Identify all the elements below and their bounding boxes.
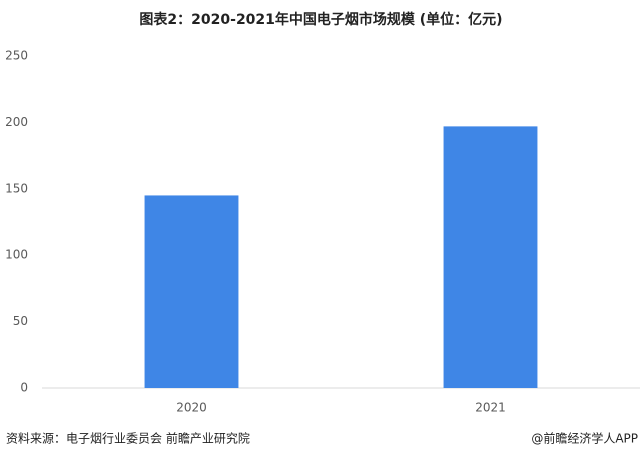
y-tick-label: 100: [5, 248, 28, 262]
x-tick-label: 2020: [176, 401, 207, 415]
y-tick-label: 200: [5, 115, 28, 129]
x-tick-label: 2021: [475, 401, 506, 415]
bar: [144, 195, 239, 388]
y-tick-label: 150: [5, 181, 28, 195]
y-tick-label: 50: [13, 314, 28, 328]
source: 资料来源：电子烟行业委员会 前瞻产业研究院: [6, 431, 250, 446]
credit: @前瞻经济学人APP: [531, 431, 638, 446]
y-tick-label: 250: [5, 49, 28, 63]
bar: [443, 126, 538, 388]
y-tick-label: 0: [20, 381, 28, 395]
chart-title: 图表2：2020-2021年中国电子烟市场规模 (单位：亿元): [139, 11, 502, 28]
